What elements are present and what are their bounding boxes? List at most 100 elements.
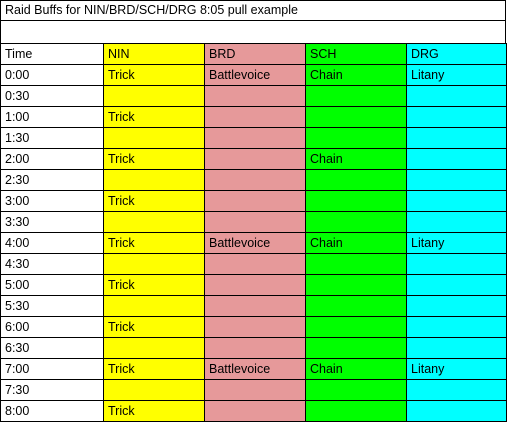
table-row: 6:30 bbox=[0, 337, 507, 359]
cell-drg[interactable]: Litany bbox=[406, 64, 507, 86]
cell-nin[interactable] bbox=[103, 211, 205, 233]
header-time[interactable]: Time bbox=[0, 43, 104, 65]
cell-time[interactable]: 6:00 bbox=[0, 316, 104, 338]
cell-time[interactable]: 1:30 bbox=[0, 127, 104, 149]
cell-time[interactable]: 1:00 bbox=[0, 106, 104, 128]
header-sch[interactable]: SCH bbox=[305, 43, 407, 65]
cell-time[interactable]: 8:00 bbox=[0, 400, 104, 422]
cell-drg[interactable] bbox=[406, 85, 507, 107]
cell-sch[interactable] bbox=[305, 274, 407, 296]
cell-drg[interactable] bbox=[406, 379, 507, 401]
cell-drg[interactable] bbox=[406, 148, 507, 170]
cell-sch[interactable] bbox=[305, 379, 407, 401]
cell-nin[interactable]: Trick bbox=[103, 106, 205, 128]
cell-time[interactable]: 0:30 bbox=[0, 85, 104, 107]
cell-nin[interactable]: Trick bbox=[103, 148, 205, 170]
cell-nin[interactable] bbox=[103, 127, 205, 149]
cell-brd[interactable] bbox=[204, 106, 306, 128]
cell-brd[interactable] bbox=[204, 253, 306, 275]
cell-sch[interactable]: Chain bbox=[305, 232, 407, 254]
cell-drg[interactable] bbox=[406, 316, 507, 338]
blank-row[interactable] bbox=[0, 21, 506, 43]
cell-brd[interactable] bbox=[204, 274, 306, 296]
cell-nin[interactable] bbox=[103, 295, 205, 317]
header-drg[interactable]: DRG bbox=[406, 43, 507, 65]
cell-time[interactable]: 5:30 bbox=[0, 295, 104, 317]
table-row: 2:00 Trick Chain bbox=[0, 148, 507, 170]
cell-brd[interactable] bbox=[204, 379, 306, 401]
table-row: 2:30 bbox=[0, 169, 507, 191]
cell-time[interactable]: 3:00 bbox=[0, 190, 104, 212]
cell-drg[interactable] bbox=[406, 295, 507, 317]
cell-nin[interactable]: Trick bbox=[103, 400, 205, 422]
cell-sch[interactable] bbox=[305, 316, 407, 338]
cell-brd[interactable]: Battlevoice bbox=[204, 232, 306, 254]
cell-sch[interactable] bbox=[305, 169, 407, 191]
cell-drg[interactable] bbox=[406, 337, 507, 359]
cell-nin[interactable] bbox=[103, 253, 205, 275]
cell-sch[interactable]: Chain bbox=[305, 64, 407, 86]
table-row: 8:00 Trick bbox=[0, 400, 507, 422]
cell-sch[interactable] bbox=[305, 253, 407, 275]
cell-drg[interactable] bbox=[406, 190, 507, 212]
table-row: 7:00 Trick Battlevoice Chain Litany bbox=[0, 358, 507, 380]
cell-sch[interactable] bbox=[305, 190, 407, 212]
cell-nin[interactable]: Trick bbox=[103, 190, 205, 212]
cell-sch[interactable]: Chain bbox=[305, 148, 407, 170]
cell-time[interactable]: 0:00 bbox=[0, 64, 104, 86]
cell-nin[interactable] bbox=[103, 337, 205, 359]
cell-time[interactable]: 2:00 bbox=[0, 148, 104, 170]
cell-time[interactable]: 6:30 bbox=[0, 337, 104, 359]
cell-time[interactable]: 5:00 bbox=[0, 274, 104, 296]
cell-sch[interactable] bbox=[305, 211, 407, 233]
cell-time[interactable]: 7:30 bbox=[0, 379, 104, 401]
cell-drg[interactable] bbox=[406, 106, 507, 128]
cell-brd[interactable]: Battlevoice bbox=[204, 358, 306, 380]
cell-nin[interactable]: Trick bbox=[103, 274, 205, 296]
cell-time[interactable]: 7:00 bbox=[0, 358, 104, 380]
cell-nin[interactable]: Trick bbox=[103, 232, 205, 254]
cell-time[interactable]: 2:30 bbox=[0, 169, 104, 191]
cell-time[interactable]: 3:30 bbox=[0, 211, 104, 233]
cell-drg[interactable] bbox=[406, 211, 507, 233]
cell-nin[interactable] bbox=[103, 85, 205, 107]
cell-brd[interactable] bbox=[204, 295, 306, 317]
cell-brd[interactable] bbox=[204, 316, 306, 338]
cell-nin[interactable] bbox=[103, 379, 205, 401]
cell-drg[interactable] bbox=[406, 274, 507, 296]
cell-nin[interactable]: Trick bbox=[103, 64, 205, 86]
cell-brd[interactable] bbox=[204, 127, 306, 149]
cell-time[interactable]: 4:00 bbox=[0, 232, 104, 254]
cell-sch[interactable] bbox=[305, 85, 407, 107]
table-row: 5:30 bbox=[0, 295, 507, 317]
cell-sch[interactable] bbox=[305, 337, 407, 359]
table-row: 5:00 Trick bbox=[0, 274, 507, 296]
cell-time[interactable]: 4:30 bbox=[0, 253, 104, 275]
cell-brd[interactable] bbox=[204, 85, 306, 107]
cell-drg[interactable] bbox=[406, 127, 507, 149]
cell-drg[interactable]: Litany bbox=[406, 232, 507, 254]
cell-sch[interactable] bbox=[305, 106, 407, 128]
sheet-title[interactable]: Raid Buffs for NIN/BRD/SCH/DRG 8:05 pull… bbox=[0, 0, 506, 21]
cell-brd[interactable] bbox=[204, 148, 306, 170]
cell-brd[interactable] bbox=[204, 169, 306, 191]
buff-table: Time NIN BRD SCH DRG 0:00 Trick Battlevoice Chai… bbox=[0, 43, 507, 422]
header-brd[interactable]: BRD bbox=[204, 43, 306, 65]
cell-sch[interactable] bbox=[305, 400, 407, 422]
cell-brd[interactable]: Battlevoice bbox=[204, 64, 306, 86]
cell-nin[interactable] bbox=[103, 169, 205, 191]
cell-drg[interactable] bbox=[406, 253, 507, 275]
cell-brd[interactable] bbox=[204, 400, 306, 422]
cell-brd[interactable] bbox=[204, 337, 306, 359]
header-nin[interactable]: NIN bbox=[103, 43, 205, 65]
cell-sch[interactable]: Chain bbox=[305, 358, 407, 380]
cell-drg[interactable]: Litany bbox=[406, 358, 507, 380]
cell-brd[interactable] bbox=[204, 211, 306, 233]
cell-nin[interactable]: Trick bbox=[103, 316, 205, 338]
cell-sch[interactable] bbox=[305, 295, 407, 317]
cell-sch[interactable] bbox=[305, 127, 407, 149]
cell-drg[interactable] bbox=[406, 169, 507, 191]
cell-nin[interactable]: Trick bbox=[103, 358, 205, 380]
cell-brd[interactable] bbox=[204, 190, 306, 212]
cell-drg[interactable] bbox=[406, 400, 507, 422]
